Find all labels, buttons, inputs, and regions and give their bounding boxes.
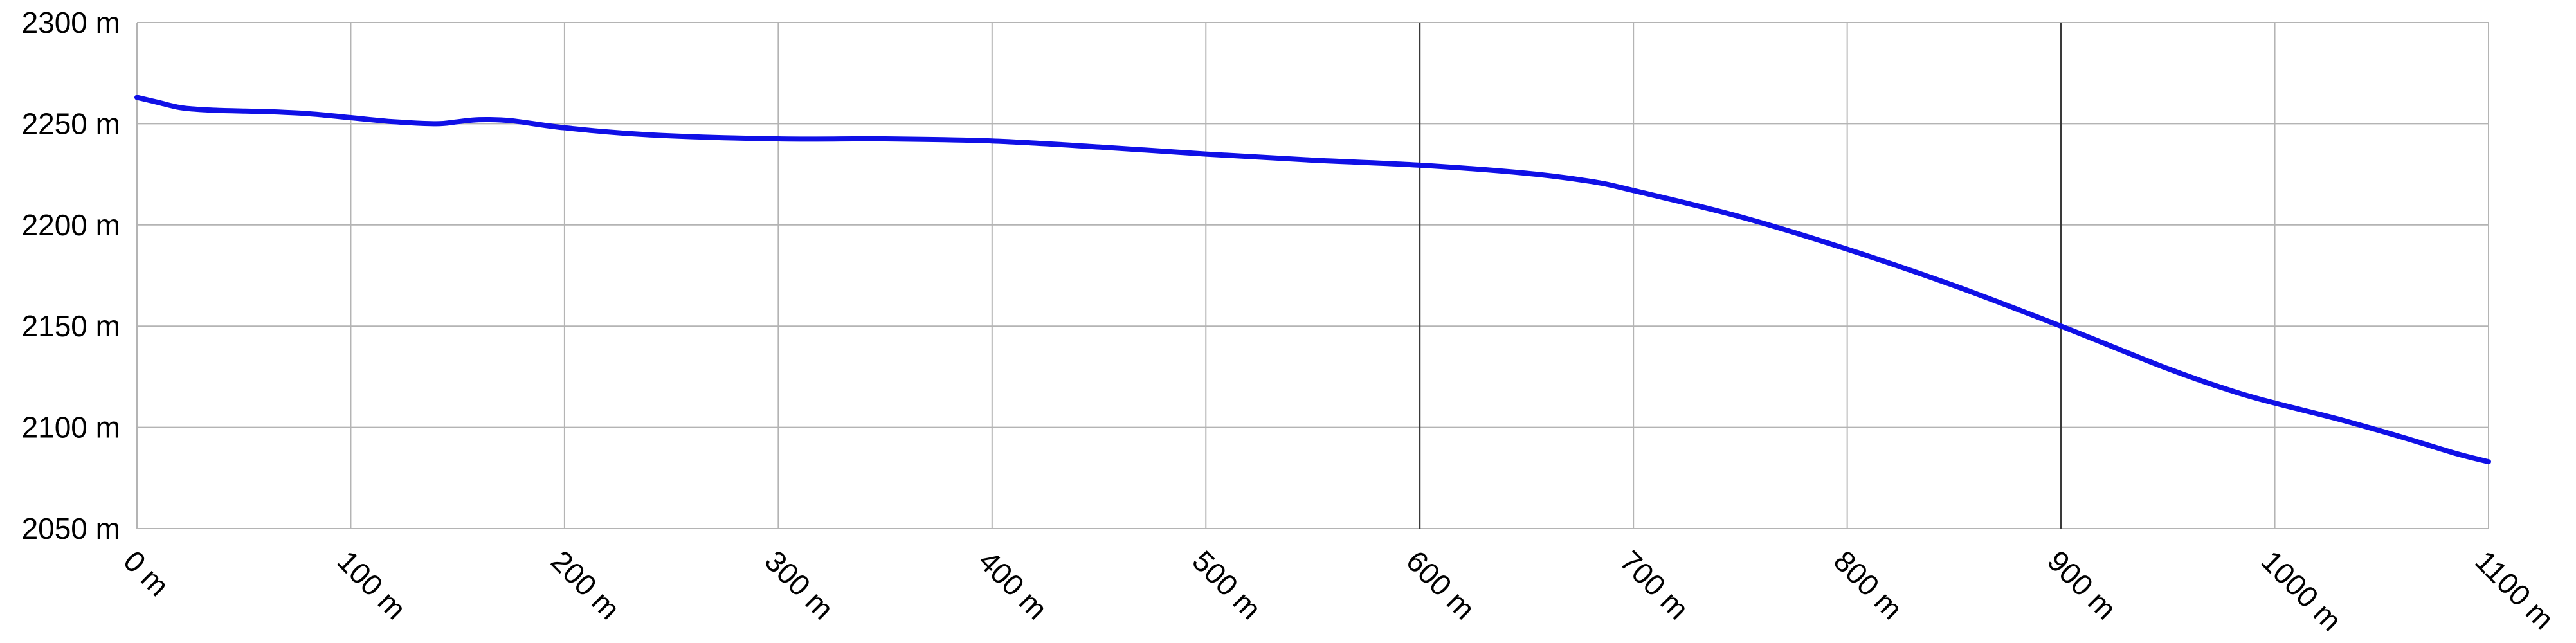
x-tick-label: 500 m xyxy=(1186,544,1267,626)
x-tick-label: 100 m xyxy=(331,544,413,626)
y-tick-label: 2300 m xyxy=(22,6,120,39)
x-tick-label: 0 m xyxy=(117,544,176,602)
y-tick-label: 2200 m xyxy=(22,208,120,242)
x-tick-label: 900 m xyxy=(2041,544,2123,626)
x-tick-label: 600 m xyxy=(1400,544,1482,626)
y-tick-label: 2100 m xyxy=(22,411,120,444)
y-tick-label: 2250 m xyxy=(22,107,120,140)
tick-label-layer: 2050 m 2100 m 2150 m 2200 m 2250 m 2300 m 0 m 1… xyxy=(22,6,2561,637)
x-tick-label: 200 m xyxy=(545,544,626,626)
x-tick-label: 400 m xyxy=(972,544,1054,626)
x-tick-label: 300 m xyxy=(759,544,840,626)
x-tick-label: 700 m xyxy=(1613,544,1695,626)
x-tick-label: 1100 m xyxy=(2469,544,2561,636)
series-layer xyxy=(134,95,2491,465)
x-tick-label: 1000 m xyxy=(2255,544,2348,637)
elevation-series-line xyxy=(134,95,2491,465)
x-tick-label: 800 m xyxy=(1828,544,1909,626)
y-tick-label: 2050 m xyxy=(22,512,120,545)
y-tick-label: 2150 m xyxy=(22,309,120,343)
grid-layer xyxy=(136,22,2489,529)
